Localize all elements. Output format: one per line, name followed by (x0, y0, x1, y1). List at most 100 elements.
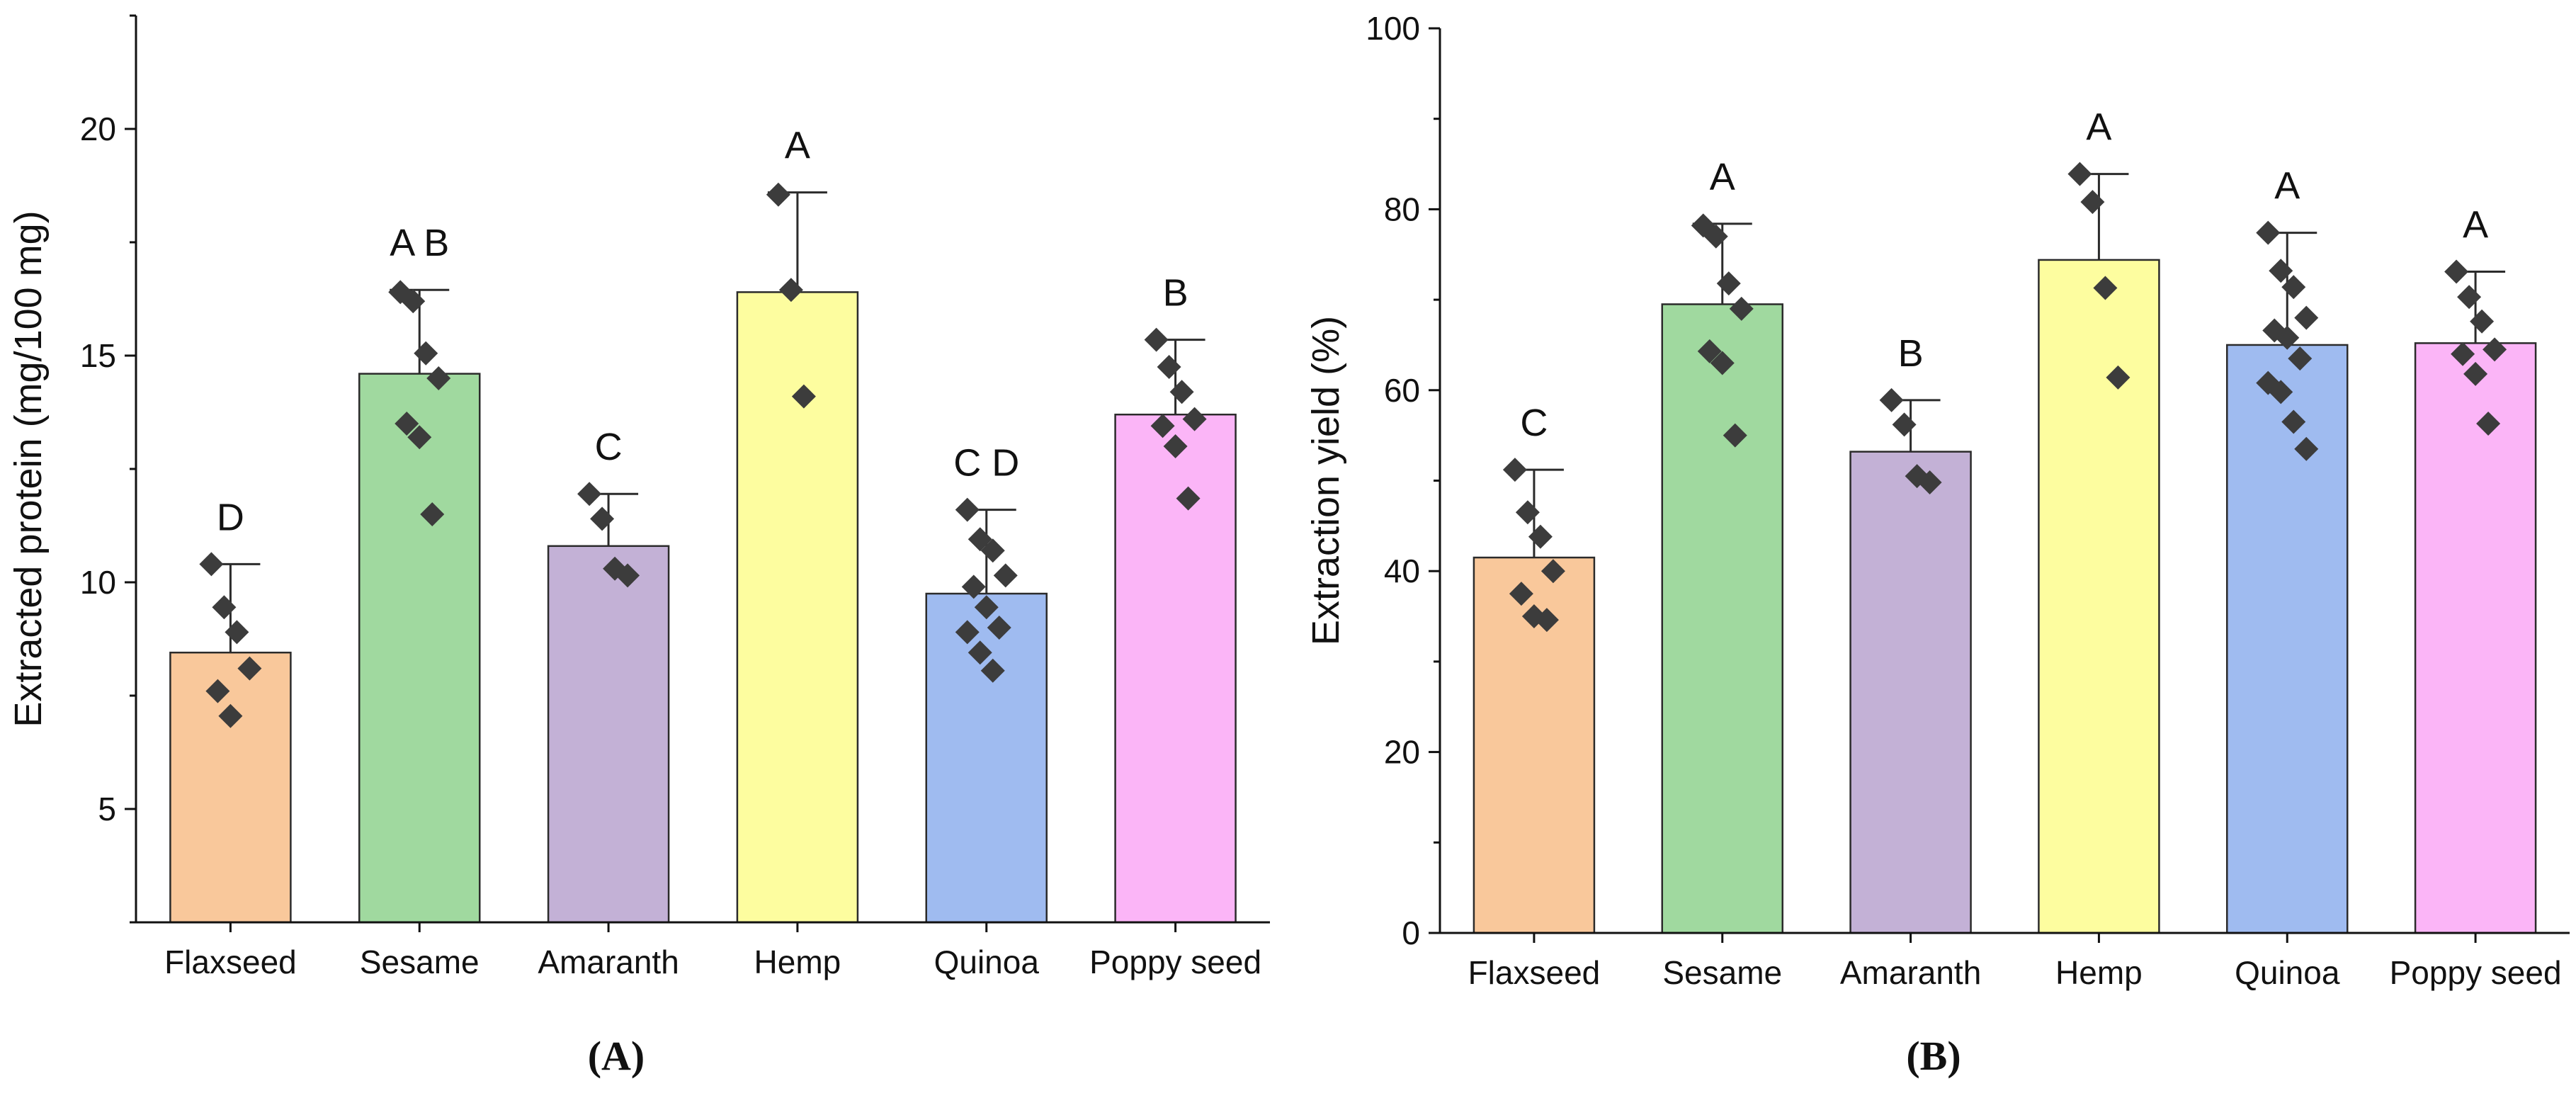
data-point-marker (1163, 434, 1188, 458)
y-tick-label: 0 (1402, 915, 1420, 951)
x-tick-label: Quinoa (2235, 954, 2340, 991)
data-point-marker (2294, 305, 2319, 330)
data-point-marker (615, 563, 640, 588)
y-tick-label: 5 (98, 791, 116, 827)
data-point-marker (212, 595, 237, 620)
x-tick-label: Quinoa (934, 944, 1040, 980)
y-axis-title: Extracted protein (mg/100 mg) (7, 210, 50, 727)
data-point-marker (205, 679, 230, 703)
panel-label: (A) (588, 1033, 645, 1079)
data-point-marker (2288, 346, 2313, 371)
significance-letter: A (785, 125, 810, 167)
data-point-marker (407, 425, 432, 450)
data-point-marker (1502, 458, 1527, 482)
data-point-marker (1892, 412, 1917, 437)
data-point-marker (2281, 275, 2306, 300)
data-point-marker (414, 341, 438, 366)
data-point-marker (218, 703, 243, 728)
data-point-marker (395, 412, 419, 436)
data-point-marker (1157, 355, 1181, 379)
data-point-marker (2463, 361, 2488, 386)
significance-letter: A (2274, 165, 2300, 208)
data-point-marker (590, 506, 615, 531)
data-point-marker (955, 497, 980, 522)
data-point-marker (426, 366, 451, 390)
x-tick-label: Amaranth (1840, 954, 1981, 991)
significance-letter: C (595, 426, 623, 468)
significance-letter: A (1710, 156, 1735, 198)
data-point-marker (778, 278, 803, 302)
bar-hemp (2038, 259, 2160, 934)
y-tick-label: 20 (80, 111, 116, 147)
significance-letter: B (1898, 332, 1924, 375)
data-point-marker (2080, 190, 2105, 215)
data-point-marker (1917, 470, 1942, 495)
data-point-marker (1541, 559, 1565, 584)
data-point-marker (1169, 380, 1194, 404)
bar-amaranth (1849, 451, 1972, 934)
data-point-marker (980, 658, 1005, 683)
bar-hemp (736, 291, 859, 924)
data-point-marker (420, 502, 445, 526)
panel-label: (B) (1906, 1033, 1961, 1079)
bar-poppy-seed (2414, 342, 2537, 934)
data-point-marker (2269, 380, 2293, 404)
data-point-marker (1509, 582, 1533, 606)
data-point-marker (2281, 409, 2306, 434)
data-point-marker (955, 620, 980, 645)
data-point-marker (225, 620, 249, 645)
data-point-marker (974, 595, 999, 620)
data-point-marker (2256, 220, 2281, 245)
data-point-marker (2483, 337, 2507, 362)
y-tick-label: 100 (1366, 10, 1420, 47)
significance-letter: C D (953, 442, 1019, 485)
data-point-marker (980, 538, 1005, 563)
bar-flaxseed (169, 651, 292, 924)
y-axis-title: Extraction yield (%) (1305, 316, 1347, 645)
data-point-marker (987, 616, 1011, 640)
y-tick-label: 40 (1384, 553, 1420, 589)
significance-letter: C (1520, 402, 1548, 444)
x-tick-label: Amaranth (538, 944, 679, 980)
data-point-marker (199, 552, 224, 577)
y-tick-label: 80 (1384, 191, 1420, 227)
bar-quinoa (925, 592, 1048, 924)
data-point-marker (2470, 309, 2495, 334)
data-point-marker (2294, 436, 2319, 461)
data-point-marker (961, 575, 986, 599)
bar-sesame (358, 373, 481, 924)
y-tick-label: 20 (1384, 734, 1420, 771)
data-point-marker (1150, 414, 1175, 438)
data-point-marker (968, 640, 992, 665)
data-point-marker (577, 482, 602, 506)
data-point-marker (2451, 341, 2475, 366)
data-point-marker (1528, 524, 1553, 549)
y-tick-label: 60 (1384, 372, 1420, 409)
data-point-marker (2275, 325, 2300, 350)
x-tick-label: Hemp (2055, 954, 2143, 991)
data-point-marker (1144, 327, 1169, 352)
data-point-marker (2476, 412, 2501, 436)
panel-a-chart: D A B C A C D B 5 10 15 20 Flaxseed Sesame Amaranth H… (7, 14, 1270, 1079)
bar-poppy-seed (1114, 413, 1237, 924)
data-point-marker (993, 563, 1018, 588)
data-point-marker (791, 384, 816, 409)
data-point-marker (2067, 162, 2092, 186)
data-point-marker (2269, 259, 2293, 283)
x-tick-label: Poppy seed (1089, 944, 1261, 980)
data-point-marker (2457, 285, 2482, 310)
x-tick-label: Sesame (1662, 954, 1782, 991)
x-tick-label: Flaxseed (164, 944, 297, 980)
bar-quinoa (2226, 344, 2349, 934)
data-point-marker (1515, 500, 1540, 525)
bar-sesame (1661, 303, 1783, 934)
significance-letter: A (2463, 204, 2488, 247)
significance-letter: A B (390, 222, 449, 264)
data-point-marker (1703, 224, 1728, 249)
data-point-marker (1176, 486, 1201, 511)
data-point-marker (1534, 608, 1559, 633)
data-point-marker (401, 289, 426, 314)
data-point-marker (1182, 407, 1207, 431)
data-point-marker (1723, 423, 1747, 448)
